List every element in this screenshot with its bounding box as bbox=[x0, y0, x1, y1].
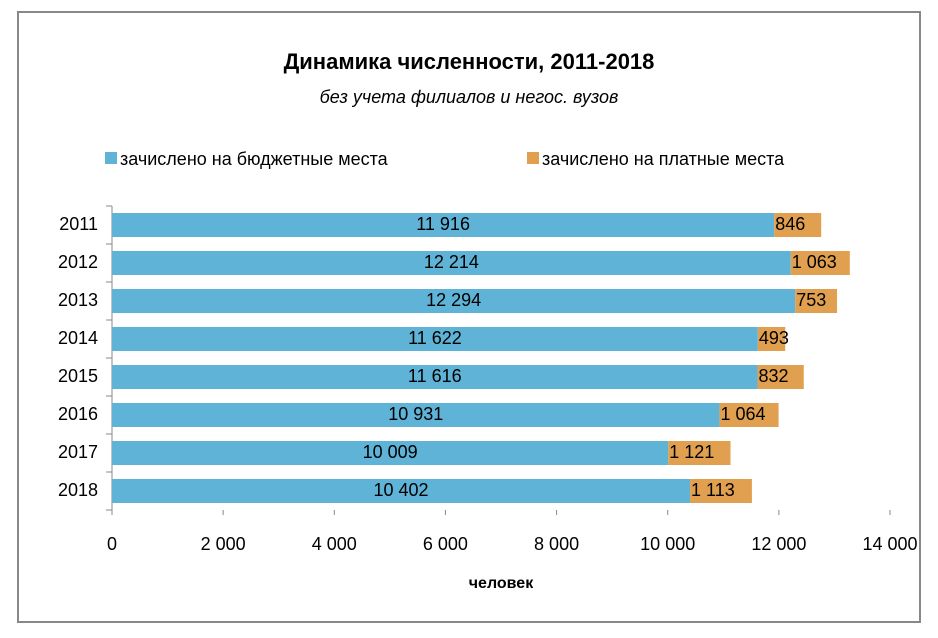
bar-segment bbox=[112, 289, 796, 313]
bar-segment bbox=[719, 403, 779, 427]
value-label: 10 931 bbox=[388, 404, 443, 424]
x-tick-label: 10 000 bbox=[640, 534, 695, 554]
legend-swatch bbox=[527, 152, 539, 164]
value-label: 11 616 bbox=[408, 366, 462, 386]
bar-segment bbox=[112, 327, 758, 351]
bar-segment bbox=[790, 251, 850, 275]
value-label: 12 214 bbox=[424, 252, 479, 272]
y-tick-label: 2011 bbox=[59, 214, 98, 234]
bar-segment bbox=[112, 213, 775, 237]
bar-segment bbox=[112, 251, 791, 275]
chart-frame bbox=[17, 11, 921, 623]
bar-segment bbox=[112, 441, 669, 465]
bar-segment bbox=[112, 403, 720, 427]
y-tick-label: 2018 bbox=[58, 480, 98, 500]
value-label: 1 121 bbox=[669, 442, 714, 462]
x-tick-label: 4 000 bbox=[312, 534, 357, 554]
y-tick-label: 2014 bbox=[58, 328, 98, 348]
x-tick-label: 14 000 bbox=[862, 534, 917, 554]
value-label: 11 622 bbox=[408, 328, 462, 348]
y-tick-label: 2016 bbox=[58, 404, 98, 424]
x-tick-label: 0 bbox=[107, 534, 117, 554]
x-axis-label: человек bbox=[469, 575, 534, 592]
value-label: 753 bbox=[796, 290, 826, 310]
x-tick-label: 2 000 bbox=[201, 534, 246, 554]
chart-subtitle: без учета филиалов и негос. вузов bbox=[320, 87, 619, 107]
value-label: 10 009 bbox=[363, 442, 418, 462]
bar-segment bbox=[668, 441, 731, 465]
bar-segment bbox=[112, 365, 758, 389]
y-tick-label: 2013 bbox=[58, 290, 98, 310]
y-tick-label: 2012 bbox=[58, 252, 98, 272]
bar-segment bbox=[757, 365, 804, 389]
value-label: 11 916 bbox=[416, 214, 470, 234]
y-tick-label: 2015 bbox=[58, 366, 98, 386]
legend-swatch bbox=[105, 152, 117, 164]
bar-segment bbox=[774, 213, 822, 237]
x-tick-label: 12 000 bbox=[751, 534, 806, 554]
bar-segment bbox=[690, 479, 752, 503]
value-label: 493 bbox=[759, 328, 789, 348]
value-label: 832 bbox=[759, 366, 789, 386]
y-tick-label: 2017 bbox=[58, 442, 98, 462]
value-label: 1 064 bbox=[720, 404, 765, 424]
bar-segment bbox=[112, 479, 691, 503]
bar-segment bbox=[757, 327, 786, 351]
value-label: 12 294 bbox=[426, 290, 481, 310]
value-label: 1 113 bbox=[691, 480, 735, 500]
x-tick-label: 6 000 bbox=[423, 534, 468, 554]
value-label: 846 bbox=[775, 214, 805, 234]
bar-segment bbox=[795, 289, 838, 313]
x-tick-label: 8 000 bbox=[534, 534, 579, 554]
legend-label: зачислено на бюджетные места bbox=[120, 149, 389, 169]
chart-title: Динамика численности, 2011-2018 bbox=[284, 49, 655, 74]
legend-label: зачислено на платные места bbox=[542, 149, 785, 169]
value-label: 10 402 bbox=[373, 480, 428, 500]
value-label: 1 063 bbox=[792, 252, 837, 272]
